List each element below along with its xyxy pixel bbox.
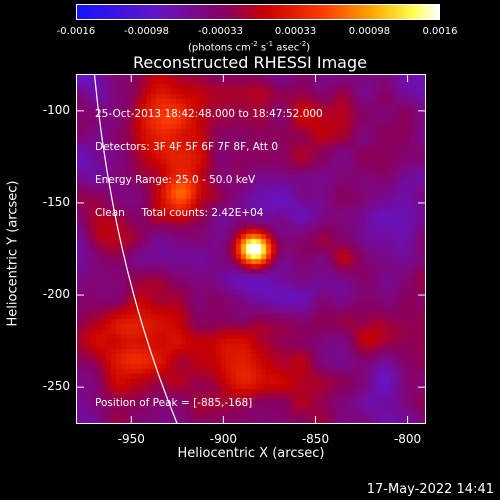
- y-tick-label: -250: [42, 379, 70, 394]
- y-tick-label: -200: [42, 287, 70, 302]
- rhessi-image: [76, 74, 426, 424]
- colorbar: [76, 4, 440, 20]
- colorbar-tick-label: -0.0016: [56, 26, 96, 37]
- solar-limb-curve: [93, 74, 178, 424]
- colorbar-tick-label: 0.0016: [422, 26, 458, 37]
- x-tick-label: -950: [117, 432, 145, 446]
- observation-info: 25-Oct-2013 18:42:48.000 to 18:47:52.000…: [95, 87, 323, 230]
- info-line-detectors: Detectors: 3F 4F 5F 6F 7F 8F, Att 0: [95, 141, 279, 153]
- info-line-counts: Clean Total counts: 2.42E+04: [95, 207, 264, 219]
- y-axis-label: Heliocentric Y (arcsec): [5, 180, 21, 327]
- plot-border: [76, 74, 426, 424]
- image-title: Reconstructed RHESSI Image: [133, 53, 367, 72]
- x-tick-label: -800: [393, 432, 422, 446]
- colorbar-tick-label: -0.00098: [124, 26, 169, 37]
- info-line-energy: Energy Range: 25.0 - 50.0 keV: [95, 174, 256, 186]
- x-axis-label: Heliocentric X (arcsec): [177, 446, 325, 461]
- colorbar-tick-label: 0.00033: [274, 26, 317, 37]
- image-frame: [76, 74, 426, 424]
- colorbar-tick-label: 0.00098: [348, 26, 391, 37]
- colorbar-tick-label: -0.00033: [197, 26, 243, 37]
- timestamp: 17-May-2022 14:41: [366, 482, 494, 497]
- y-tick-label: -100: [42, 102, 70, 117]
- y-tick-label: -150: [42, 194, 70, 209]
- x-tick-label: -850: [301, 432, 330, 446]
- x-tick-label: -900: [209, 432, 237, 446]
- info-line-time: 25-Oct-2013 18:42:48.000 to 18:47:52.000: [95, 108, 323, 120]
- colorbar-unit-label: (photons cm-2 s-1 asec-2): [188, 40, 311, 54]
- peak-position-label: Position of Peak = [-885,-168]: [95, 397, 253, 409]
